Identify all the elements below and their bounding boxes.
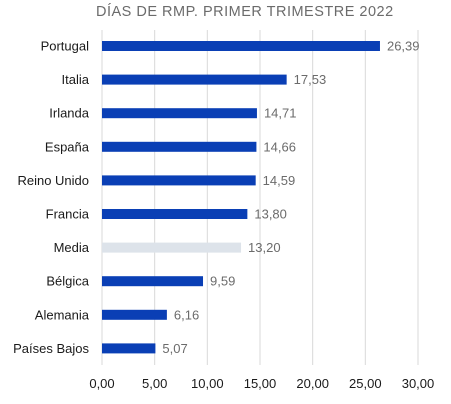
x-tick-label: 5,00 (142, 376, 167, 391)
x-tick-label: 25,00 (349, 376, 382, 391)
grid-layer (101, 30, 419, 365)
value-label: 17,53 (294, 72, 327, 87)
category-label: Portugal (41, 39, 90, 54)
value-label: 13,20 (248, 240, 281, 255)
bar-layer (102, 41, 380, 354)
category-label: Media (54, 240, 90, 255)
bar-alemania (102, 309, 167, 320)
category-label: España (45, 139, 90, 154)
bar-media (102, 242, 242, 253)
chart-title: DÍAS DE RMP. PRIMER TRIMESTRE 2022 (96, 4, 394, 20)
value-label: 14,66 (263, 139, 296, 154)
value-label: 9,59 (210, 274, 235, 289)
x-tick-label: 10,00 (191, 376, 224, 391)
x-tick-label: 0,00 (89, 376, 114, 391)
bar-italia (102, 74, 287, 85)
bar-irlanda (102, 108, 257, 119)
category-label: Países Bajos (13, 341, 89, 356)
value-label: 5,07 (162, 341, 187, 356)
category-label: Italia (62, 72, 90, 87)
value-label: 14,59 (263, 173, 296, 188)
x-axis: 0,00 5,00 10,00 15,00 20,00 25,00 30,00 (89, 376, 434, 391)
value-label: 6,16 (174, 307, 199, 322)
bar-francia (102, 209, 248, 219)
x-tick-label: 15,00 (244, 376, 277, 391)
x-tick-label: 30,00 (402, 376, 435, 391)
value-label: 14,71 (264, 106, 297, 121)
bar-paises-bajos (102, 343, 156, 354)
bar-portugal (102, 41, 380, 51)
category-label: Reino Unido (17, 173, 89, 188)
category-label: Bélgica (46, 274, 89, 289)
category-label: Alemania (35, 307, 90, 322)
value-label: 13,80 (254, 207, 287, 222)
bar-reino-unido (102, 175, 256, 186)
bar-espana (102, 141, 257, 152)
x-tick-label: 20,00 (296, 376, 329, 391)
category-label: Irlanda (49, 106, 90, 121)
value-label: 26,39 (387, 39, 420, 54)
category-label: Francia (46, 207, 90, 222)
label-layer: Portugal 26,39 Italia 17,53 Irlanda 14,71 Espa… (13, 39, 419, 356)
bar-belgica (102, 276, 204, 287)
